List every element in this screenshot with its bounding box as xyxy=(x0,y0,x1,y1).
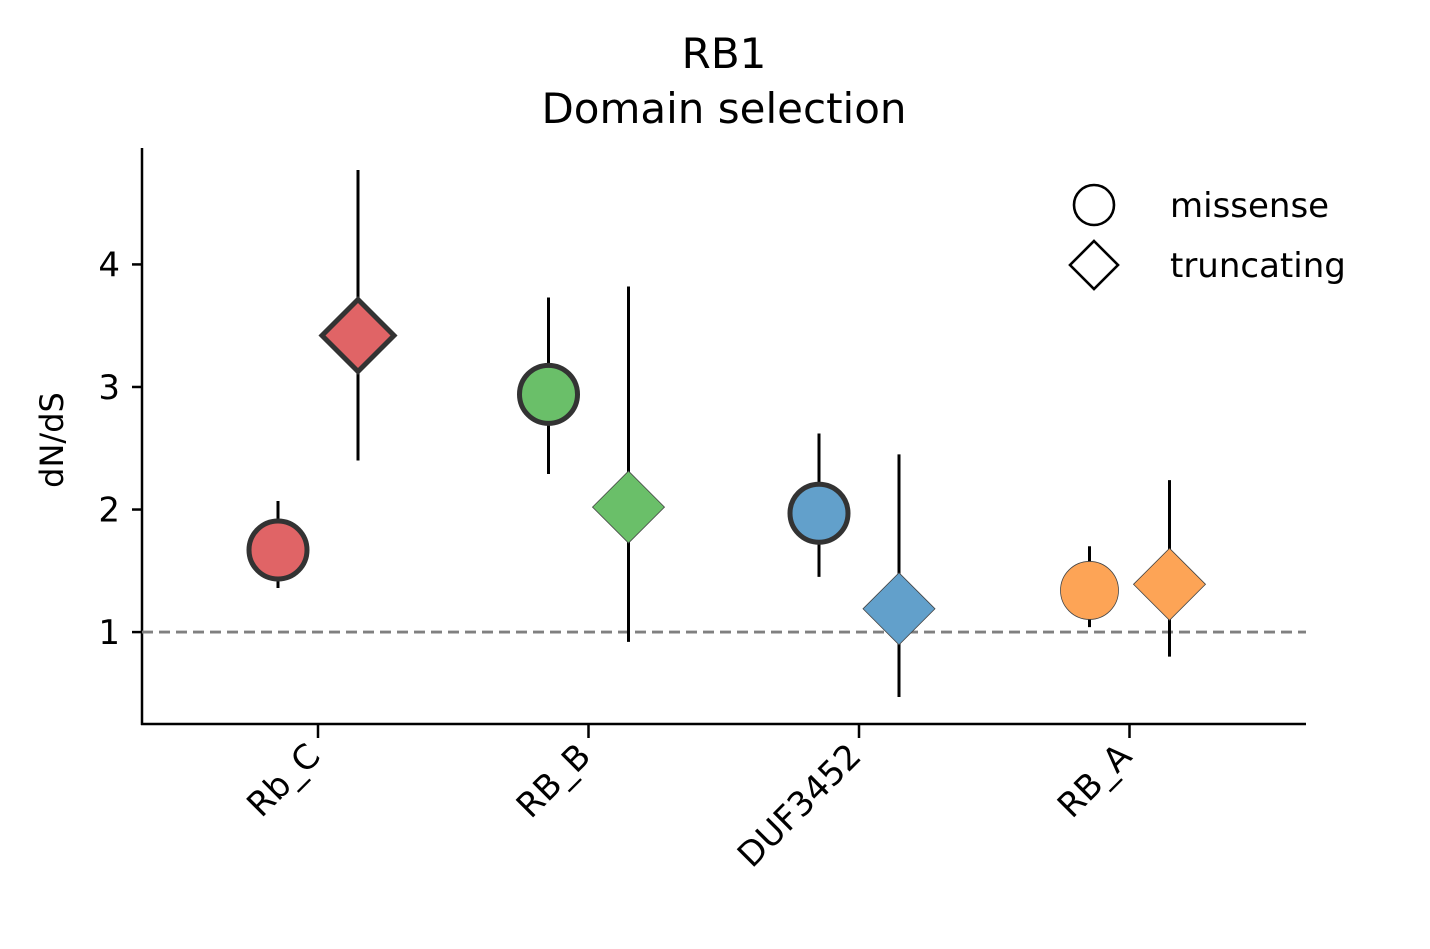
legend-diamond-icon xyxy=(1068,239,1120,291)
y-axis-label: dN/dS xyxy=(33,392,71,488)
truncating-point xyxy=(1132,547,1207,621)
missense-point xyxy=(1060,561,1119,620)
x-tick-label: RB_B xyxy=(509,736,599,826)
legend-label: missense xyxy=(1170,186,1329,226)
chart-title: RB1 xyxy=(682,29,767,78)
x-tick-label: Rb_C xyxy=(239,736,328,825)
truncating-point xyxy=(591,470,666,544)
truncating-point xyxy=(862,572,936,646)
chart-subtitle: Domain selection xyxy=(541,84,906,133)
y-tick-label: 3 xyxy=(98,368,120,408)
x-tick-label: DUF3452 xyxy=(730,736,869,875)
legend: missense truncating xyxy=(1068,183,1346,291)
y-tick-label: 4 xyxy=(98,245,120,285)
truncating-point xyxy=(318,295,398,376)
x-tick-label: RB_A xyxy=(1050,736,1140,826)
y-tick-label: 1 xyxy=(98,613,120,653)
y-tick-label: 2 xyxy=(98,491,120,531)
legend-label: truncating xyxy=(1170,246,1346,286)
legend-circle-icon xyxy=(1072,183,1116,227)
missense-point xyxy=(517,362,580,426)
missense-point xyxy=(246,518,310,582)
missense-point xyxy=(787,481,851,545)
